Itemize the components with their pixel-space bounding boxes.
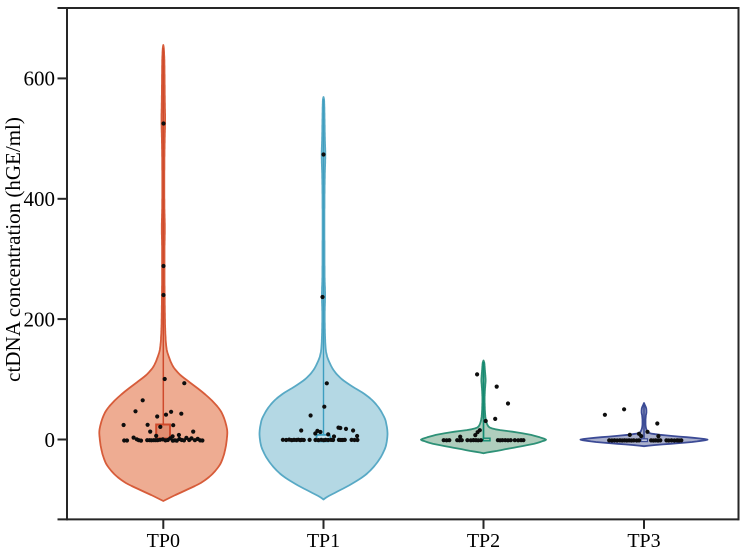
svg-text:ctDNA concentration (hGE/ml): ctDNA concentration (hGE/ml) bbox=[1, 117, 25, 382]
svg-text:TP3: TP3 bbox=[627, 530, 660, 552]
svg-text:200: 200 bbox=[24, 307, 56, 331]
svg-text:600: 600 bbox=[24, 67, 56, 91]
svg-text:0: 0 bbox=[45, 428, 56, 452]
svg-text:TP2: TP2 bbox=[467, 530, 500, 552]
svg-text:400: 400 bbox=[24, 187, 56, 211]
svg-text:TP1: TP1 bbox=[307, 530, 340, 552]
svg-text:TP0: TP0 bbox=[147, 530, 180, 552]
